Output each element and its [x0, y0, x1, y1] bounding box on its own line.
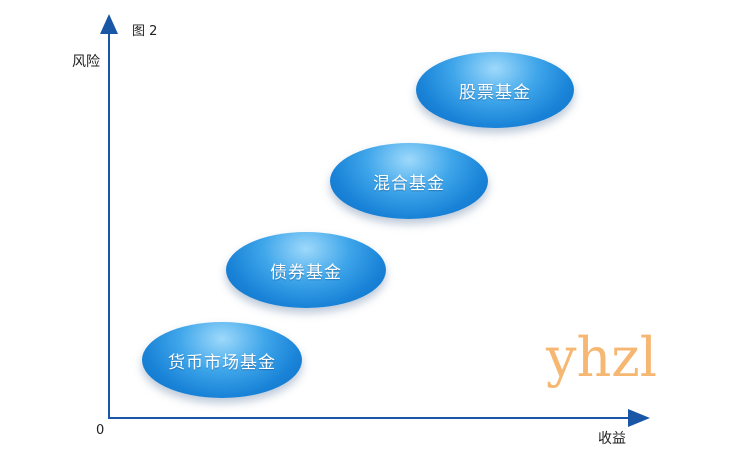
x-axis-line [108, 417, 630, 419]
bond-fund-node: 债券基金 [226, 232, 386, 308]
fund-label: 货币市场基金 [168, 352, 276, 373]
fund-label: 混合基金 [373, 173, 445, 194]
figure-label: 图 2 [132, 24, 158, 39]
watermark: yhzl [546, 326, 658, 389]
money-market-fund-node: 货币市场基金 [142, 322, 302, 398]
fund-label: 债券基金 [270, 262, 342, 283]
x-axis-label: 收益 [598, 431, 626, 447]
y-axis-label: 风险 [72, 54, 100, 70]
fund-label: 股票基金 [459, 82, 531, 103]
y-axis-arrow [100, 14, 118, 34]
y-axis-line [108, 32, 110, 419]
x-axis-arrow [628, 409, 650, 427]
stock-fund-node: 股票基金 [416, 52, 574, 128]
origin-label: 0 [96, 423, 105, 438]
hybrid-fund-node: 混合基金 [330, 143, 488, 219]
